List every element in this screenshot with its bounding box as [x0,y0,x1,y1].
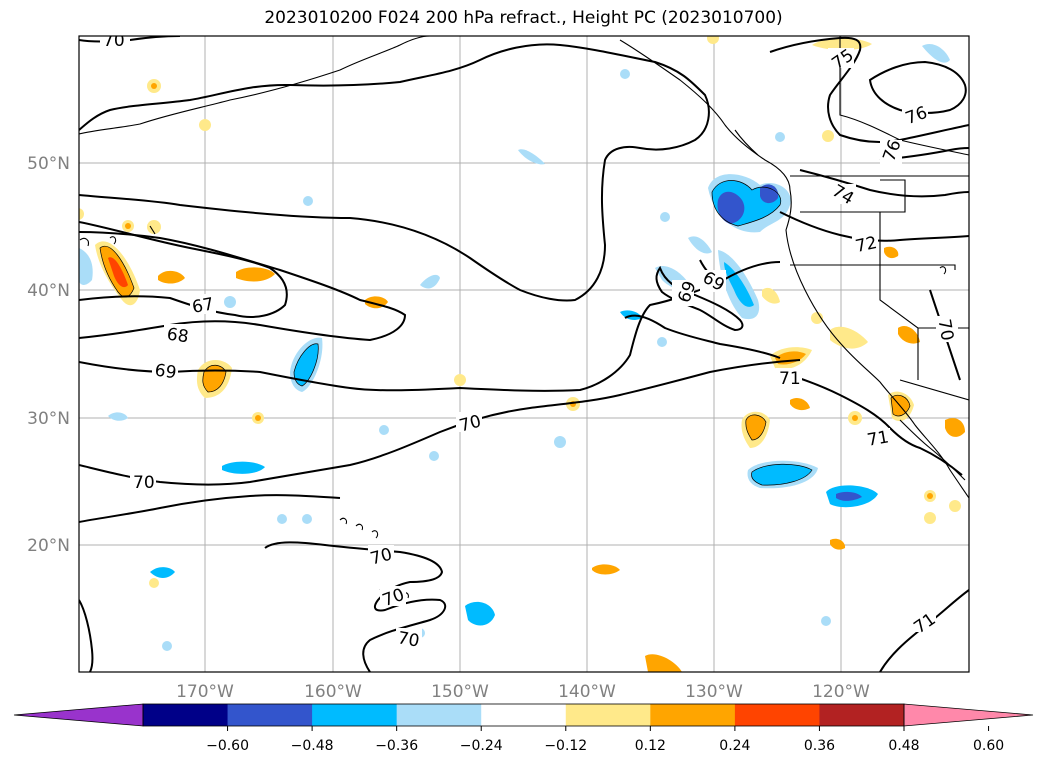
contour-label: 70 [934,318,957,343]
contour-71 [779,371,963,476]
contour-69-coast [655,265,744,332]
colorbar-segment [734,704,820,726]
lon-label: 150°W [431,682,489,702]
neg-patch-coast-mid [724,262,754,307]
contour-labels: 70 67 68 69 70 70 70 70 70 69 69 71 71 [100,31,958,652]
neg-patch-sm3 [518,149,545,165]
pos-patch-c7 [945,418,965,437]
contour-label: 69 [153,361,177,384]
colorbar-segment [396,704,482,726]
contour-label: 71 [866,427,891,450]
lon-label: 160°W [304,682,362,702]
latitude-labels: 50°N 40°N 30°N 20°N [27,154,70,556]
neg-patch-w3 [79,248,93,285]
colorbar-segment [143,704,229,726]
pos-patch-c13 [830,538,846,550]
colorbar-segment [650,704,736,726]
colorbar-extend-high [903,703,1034,727]
colorbar-tick-label: −0.48 [291,738,334,754]
contour-68 [79,231,407,342]
pos-patch-c11 [762,287,780,304]
neg-patch-w2 [222,461,265,474]
pos-patch-w2-mid [202,365,226,392]
neg-patch-w4 [465,601,495,626]
neg-patch-sm1 [150,567,175,578]
pos-patch-w3 [236,267,275,282]
colorbar-tick-label: −0.60 [206,738,249,754]
lon-label: 140°W [558,682,616,702]
pos-patch-c8 [790,397,810,411]
contour-label: 70 [133,473,155,493]
neg-patch-s2-dark [836,491,862,501]
colorbar-tick-label: 0.60 [973,738,1004,754]
colorbar-segment [819,704,905,726]
contour-70-coast [624,314,781,359]
neg-patch-w6 [688,236,712,254]
colorbar-tick-label: 0.12 [635,738,666,754]
contour-label: 72 [854,233,879,257]
contour-67 [79,221,288,318]
map-title: 2023010200 F024 200 hPa refract., Height… [264,8,783,28]
anomaly-outlines [99,180,911,486]
contour-label: 70 [396,628,421,651]
pos-patch-c12 [884,246,899,259]
colorbar-segment [227,704,313,726]
pos-patch-c1-mid [745,414,766,440]
pos-patch-c6 [592,564,620,575]
colorbar-frame [142,703,905,727]
neg-patch-ne [922,43,950,63]
map-area [79,36,969,672]
neg-patch-nw-dark2 [760,184,779,204]
gridlines [79,36,969,672]
contour-70-low [79,494,341,523]
map-frame [78,35,970,673]
colorbar-segment [481,704,567,726]
pos-patch-c9 [830,326,868,349]
colorbar-tick-label: −0.12 [544,738,587,754]
colorbar-tick-label: 0.24 [719,738,750,754]
neg-patch-sm5 [420,274,440,289]
contour-label: 68 [166,325,190,348]
lat-label: 30°N [27,409,70,429]
colorbar-extend-low [13,703,144,727]
neg-patch-w1-mid [294,343,319,386]
contour-label: 67 [191,294,216,317]
lon-label: 120°W [812,682,870,702]
lat-label: 40°N [27,281,70,301]
lon-label: 170°W [176,682,234,702]
height-contours [79,36,969,672]
pos-patch-w1-dark [108,257,128,288]
neg-patch-s1-mid [751,464,812,486]
contour-big-loop [79,43,710,302]
lon-label: 130°W [685,682,743,702]
colorbar-tick-label: −0.36 [375,738,418,754]
colorbar-segment [565,704,651,726]
lat-label: 50°N [27,154,70,174]
longitude-labels: 170°W 160°W 150°W 140°W 130°W 120°W [176,682,870,702]
pos-patch-c5 [645,654,682,672]
colorbar-tick-label: −0.24 [460,738,503,754]
contour-70-sw [79,599,94,672]
contour-70-mid [79,359,801,486]
colorbar-tick-label: 0.48 [888,738,919,754]
pos-patch-c10 [898,325,920,344]
colorbar-ticks: −0.60 −0.48 −0.36 −0.24 −0.12 0.12 0.24 0.36 0.4… [206,726,1004,754]
contour-75 [769,36,969,144]
neg-patch-sm2 [108,412,128,421]
neg-patch-nw-dark [717,191,745,224]
contour-76 [868,60,967,114]
contour-label: 71 [779,369,801,389]
colorbar: −0.60 −0.48 −0.36 −0.24 −0.12 0.12 0.24 0.36 0.4… [13,703,1034,754]
contour-74 [799,169,969,198]
colorbar-segment [312,704,398,726]
pos-patch-w4 [158,270,185,284]
colorbar-tick-label: 0.36 [804,738,835,754]
contour-label: 70 [103,31,125,51]
lat-label: 20°N [27,536,70,556]
